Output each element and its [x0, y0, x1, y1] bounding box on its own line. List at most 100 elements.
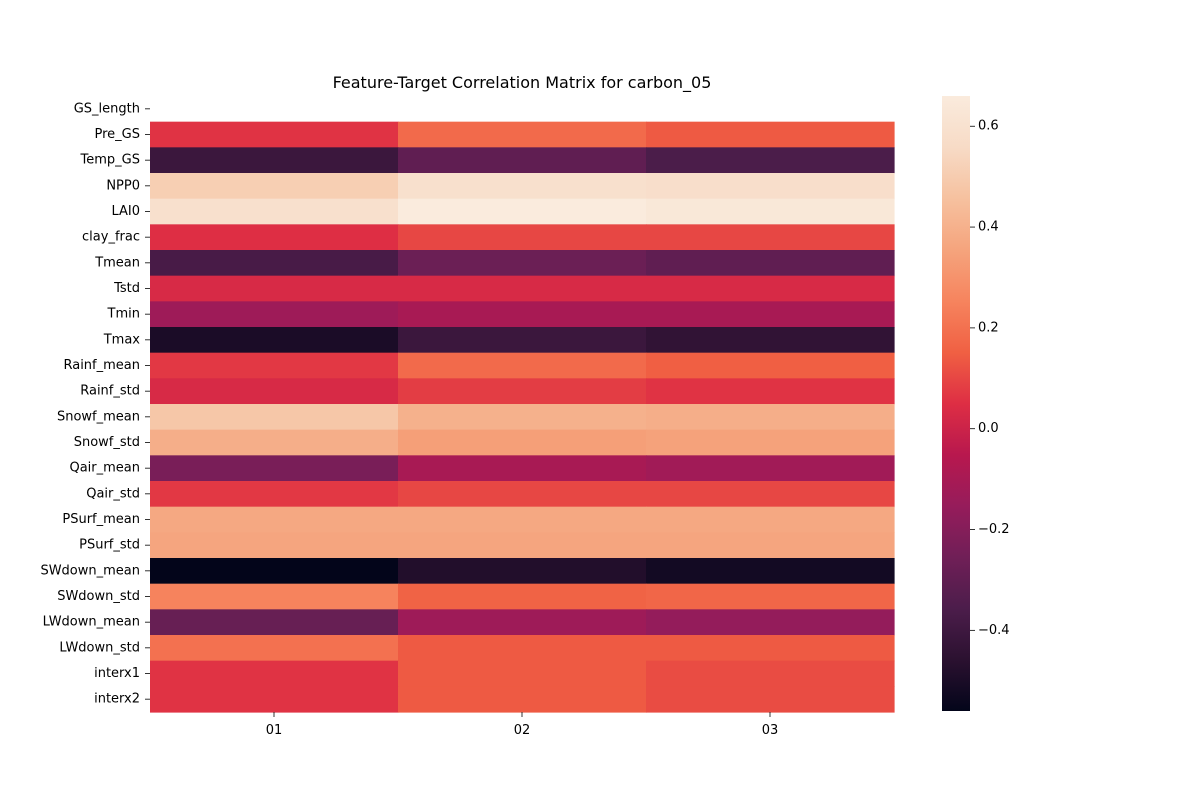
y-tick-label: Tstd: [113, 281, 140, 296]
heatmap-cell: [150, 583, 399, 610]
heatmap-cell: [646, 532, 895, 559]
y-tick-label: GS_length: [74, 101, 140, 116]
y-tick-label: Tmax: [103, 332, 141, 347]
y-tick-label: Temp_GS: [80, 153, 140, 168]
y-tick-label: Snowf_mean: [57, 409, 140, 424]
heatmap-cell: [398, 506, 647, 533]
heatmap-cell: [150, 224, 399, 251]
heatmap-cell: [398, 455, 647, 482]
heatmap-cell: [150, 429, 399, 456]
y-tick-label: Snowf_std: [74, 435, 140, 450]
heatmap-cell: [646, 686, 895, 713]
y-tick-label: Rainf_mean: [63, 358, 140, 373]
heatmap-cell: [150, 660, 399, 687]
heatmap-cell: [398, 429, 647, 456]
x-tick-label: 02: [514, 723, 531, 738]
y-tick-label: NPP0: [106, 178, 140, 193]
heatmap-cell: [398, 635, 647, 662]
heatmap-cell: [150, 378, 399, 405]
heatmap-cell: [398, 686, 647, 713]
heatmap-cell: [646, 609, 895, 636]
y-tick-label: interx2: [94, 692, 140, 707]
heatmap-cells: [150, 121, 895, 713]
colorbar-ticks: 0.6 0.4 0.2 0.0 −0.2 −0.4: [970, 119, 1010, 638]
heatmap-cell: [150, 301, 399, 328]
heatmap-cell: [646, 121, 895, 148]
heatmap-cell: [398, 224, 647, 251]
chart-title: Feature-Target Correlation Matrix for ca…: [333, 73, 712, 93]
y-tick-label: Pre_GS: [95, 127, 141, 142]
heatmap-cell: [150, 173, 399, 200]
y-tick-label: Qair_std: [86, 486, 140, 501]
colorbar-tick-label: −0.2: [978, 522, 1010, 537]
heatmap-cell: [150, 686, 399, 713]
x-tick-label: 03: [762, 723, 779, 738]
heatmap-cell: [646, 173, 895, 200]
heatmap-cell: [646, 147, 895, 174]
x-tick-label: 01: [266, 723, 283, 738]
y-tick-label: Rainf_std: [80, 384, 140, 399]
colorbar-tick-label: 0.2: [978, 320, 999, 335]
y-tick-label: PSurf_std: [79, 538, 140, 553]
heatmap-cell: [646, 378, 895, 405]
heatmap-cell: [398, 660, 647, 687]
colorbar-gradient: [942, 96, 970, 711]
y-tick-label: interx1: [94, 666, 140, 681]
heatmap-cell: [646, 275, 895, 302]
heatmap-cell: [150, 558, 399, 585]
colorbar-tick-label: 0.4: [978, 220, 999, 235]
heatmap-cell: [398, 121, 647, 148]
heatmap-cell: [398, 558, 647, 585]
heatmap-cell: [646, 250, 895, 277]
heatmap-cell: [398, 250, 647, 277]
heatmap-cell: [398, 147, 647, 174]
heatmap-cell: [646, 506, 895, 533]
y-tick-label: Tmean: [94, 255, 140, 270]
y-tick-label: LWdown_std: [59, 640, 140, 655]
heatmap-cell: [150, 250, 399, 277]
heatmap-cell: [150, 352, 399, 379]
heatmap-cell: [398, 378, 647, 405]
colorbar-tick-label: 0.0: [978, 421, 999, 436]
y-tick-label: SWdown_std: [57, 589, 140, 604]
y-tick-label: LWdown_mean: [43, 615, 140, 630]
colorbar-tick-label: −0.4: [978, 623, 1010, 638]
heatmap-cell: [398, 275, 647, 302]
colorbar-tick-label: 0.6: [978, 119, 999, 134]
y-tick-label: SWdown_mean: [40, 563, 140, 578]
heatmap-cell: [646, 558, 895, 585]
y-tick-label: LAI0: [111, 204, 140, 219]
heatmap-cell: [398, 481, 647, 508]
heatmap-cell: [646, 352, 895, 379]
heatmap-cell: [150, 532, 399, 559]
heatmap-cell: [150, 481, 399, 508]
heatmap-cell: [150, 275, 399, 302]
heatmap-cell: [398, 352, 647, 379]
heatmap-cell: [398, 404, 647, 431]
heatmap-cell: [150, 327, 399, 354]
heatmap-cell: [646, 635, 895, 662]
heatmap-cell: [646, 198, 895, 225]
heatmap-cell: [150, 121, 399, 148]
heatmap-cell: [646, 224, 895, 251]
heatmap-cell: [646, 583, 895, 610]
y-tick-label: clay_frac: [82, 230, 140, 245]
heatmap-cell: [398, 327, 647, 354]
y-tick-label: Qair_mean: [69, 461, 140, 476]
heatmap-cell: [150, 198, 399, 225]
heatmap-cell: [646, 455, 895, 482]
heatmap-cell: [398, 173, 647, 200]
heatmap-cell: [398, 198, 647, 225]
heatmap-cell: [150, 147, 399, 174]
heatmap-cell: [646, 660, 895, 687]
y-tick-label: Tmin: [107, 307, 140, 322]
colorbar: 0.6 0.4 0.2 0.0 −0.2 −0.4: [942, 96, 1010, 711]
heatmap-cell: [398, 609, 647, 636]
heatmap-cell: [150, 506, 399, 533]
heatmap-cell: [150, 635, 399, 662]
heatmap-cell: [150, 404, 399, 431]
y-tick-label: PSurf_mean: [62, 512, 140, 527]
y-axis: GS_length Pre_GS Temp_GS NPP0 LAI0 clay_frac T…: [40, 101, 150, 707]
heatmap-cell: [398, 583, 647, 610]
